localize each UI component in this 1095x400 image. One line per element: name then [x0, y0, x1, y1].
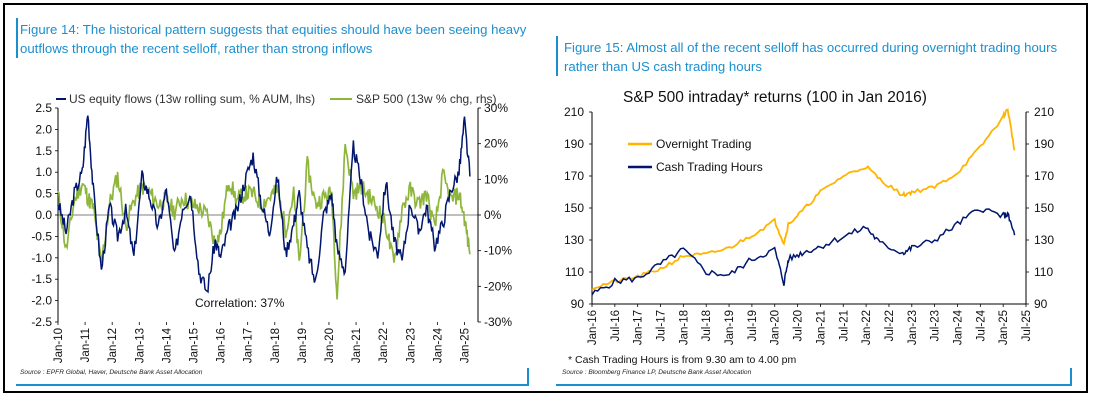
y-right-tick-label: 30%: [484, 101, 508, 115]
x-tick-label: Jan-22: [378, 328, 390, 363]
left-divider-vertical: [16, 18, 18, 58]
y-left-tick-label: 0.0: [35, 208, 52, 222]
right-figure-title: Figure 15: Almost all of the recent sell…: [564, 40, 1058, 74]
y-left-tick-label: 1.0: [35, 165, 52, 179]
y-left-tick-label: 90: [571, 297, 585, 311]
x-tick-label: Jul-16: [610, 310, 622, 341]
x-tick-label: Jul-21: [838, 310, 850, 341]
right-divider-vertical: [556, 36, 558, 76]
x-tick-label: Jul-23: [930, 310, 942, 341]
right-bottom-rule: [556, 384, 1072, 386]
footnote: * Cash Trading Hours is from 9.30 am to …: [568, 354, 796, 366]
y-left-tick-label: 150: [564, 201, 584, 215]
x-tick-label: Jul-19: [747, 310, 759, 341]
x-tick-label: Jan-24: [432, 327, 444, 363]
y-left-tick-label: 130: [564, 233, 584, 247]
x-tick-label: Jan-25: [459, 328, 471, 363]
figure-frame: [3, 3, 1088, 393]
y-left-tick-label: 170: [564, 169, 584, 183]
y-left-tick-label: 2.5: [35, 101, 52, 115]
series-line-overnight: [591, 107, 1016, 291]
y-right-tick-label: 210: [1034, 105, 1054, 119]
chart-title: S&P 500 intraday* returns (100 in Jan 20…: [623, 89, 927, 106]
x-tick-label: Jul-25: [1021, 310, 1033, 341]
x-tick-label: Jan-19: [297, 328, 309, 363]
left-right-rule: [527, 368, 529, 386]
x-tick-label: Jan-22: [861, 310, 873, 345]
legend-label-cash-hours: Cash Trading Hours: [656, 160, 763, 174]
left-bottom-rule: [16, 384, 529, 386]
y-left-tick-label: -2.5: [31, 315, 52, 329]
x-tick-label: Jan-17: [243, 328, 255, 363]
left-chart: -2.5 -2.0 -1.5 -1.0 -0.5 0.0 0.5 1.0 1.5 2.0 2.5 -3…: [31, 92, 512, 363]
right-panel: Figure 15: Almost all of the recent sell…: [548, 10, 1078, 386]
x-tick-label: Jan-23: [907, 310, 919, 345]
x-tick-label: Jan-25: [998, 310, 1010, 345]
x-tick-label: Jul-17: [656, 310, 668, 341]
x-tick-label: Jul-20: [793, 310, 805, 341]
y-left-tick-label: 1.5: [35, 144, 52, 158]
y-left-tick-label: -1.0: [31, 251, 52, 265]
x-tick-label: Jul-18: [701, 310, 713, 341]
x-tick-label: Jul-22: [884, 310, 896, 341]
x-tick-label: Jan-14: [161, 327, 173, 363]
y-right-tick-label: 0%: [484, 208, 502, 222]
x-tick-label: Jan-21: [351, 328, 363, 363]
y-right-tick-label: 20%: [484, 137, 508, 151]
y-left-tick-label: 190: [564, 137, 584, 151]
right-source: Source : Bloomberg Finance LP, Deutsche …: [562, 369, 752, 376]
x-tick-label: Jan-15: [188, 328, 200, 363]
y-left-tick-label: -0.5: [31, 229, 52, 243]
left-panel: Figure 14: The historical pattern sugges…: [12, 10, 536, 386]
series-line-equity-flows: [57, 115, 471, 294]
y-right-tick-label: -20%: [484, 279, 512, 293]
legend-label-equity-flows: US equity flows (13w rolling sum, % AUM,…: [69, 92, 315, 106]
correlation-annotation: Correlation: 37%: [195, 296, 285, 310]
x-tick-label: Jan-16: [587, 310, 599, 345]
x-tick-label: Jan-11: [80, 328, 92, 362]
x-tick-label: Jan-18: [270, 328, 282, 363]
left-figure-title: Figure 14: The historical pattern sugges…: [20, 22, 527, 56]
y-right-tick-label: 110: [1034, 265, 1053, 279]
legend-label-sp500: S&P 500 (13w % chg, rhs): [356, 92, 497, 106]
legend-label-overnight: Overnight Trading: [656, 137, 751, 151]
x-tick-label: Jul-24: [975, 309, 987, 341]
x-tick-label: Jan-20: [324, 328, 336, 363]
y-right-tick-label: 10%: [484, 172, 508, 186]
x-tick-label: Jan-10: [53, 328, 65, 363]
x-tick-label: Jan-17: [633, 310, 645, 345]
x-tick-label: Jan-16: [216, 328, 228, 363]
x-tick-label: Jan-19: [724, 310, 736, 345]
y-left-tick-label: 110: [565, 265, 584, 279]
y-right-tick-label: 90: [1034, 297, 1048, 311]
x-tick-label: Jan-24: [952, 309, 964, 345]
y-right-tick-label: 170: [1034, 169, 1054, 183]
y-left-tick-label: -1.5: [31, 272, 52, 286]
y-left-tick-label: 210: [564, 105, 584, 119]
y-right-tick-label: 150: [1034, 201, 1054, 215]
x-tick-label: Jan-13: [134, 328, 146, 363]
y-left-tick-label: 2.0: [35, 122, 52, 136]
y-right-tick-label: -30%: [484, 315, 512, 329]
right-right-rule: [1070, 368, 1072, 386]
series-line-cash-hours: [591, 208, 1016, 296]
y-right-tick-label: -10%: [484, 244, 512, 258]
y-left-tick-label: 0.5: [35, 187, 52, 201]
x-tick-label: Jan-23: [405, 328, 417, 363]
x-tick-label: Jan-21: [815, 310, 827, 345]
y-right-tick-label: 130: [1034, 233, 1054, 247]
y-left-tick-label: -2.0: [31, 294, 52, 308]
x-tick-label: Jan-18: [678, 310, 690, 345]
x-tick-label: Jan-20: [770, 310, 782, 345]
x-tick-label: Jan-12: [107, 328, 119, 363]
right-chart: S&P 500 intraday* returns (100 in Jan 20…: [564, 89, 1054, 366]
left-source: Source : EPFR Global, Haver, Deutsche Ba…: [20, 369, 203, 376]
y-right-tick-label: 190: [1034, 137, 1054, 151]
